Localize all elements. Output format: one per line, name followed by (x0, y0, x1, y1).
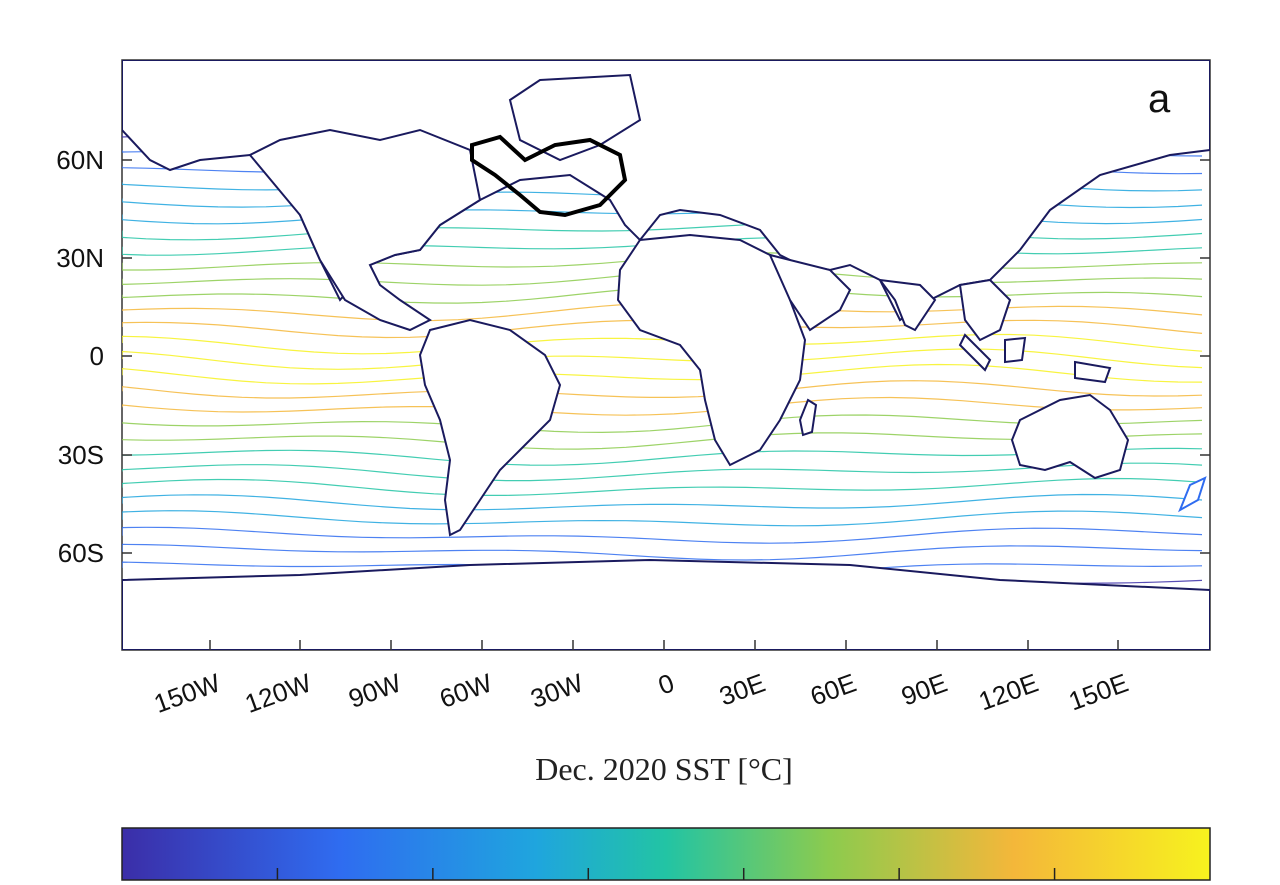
borneo (1004, 336, 1027, 364)
sst-contour-line (122, 510, 1203, 527)
antarctica (122, 558, 1210, 650)
colorbar (121, 827, 1211, 881)
continents (122, 60, 1210, 650)
colorbar-gradient (121, 827, 1211, 881)
lon-tick-label: 60W (436, 667, 497, 714)
lat-tick-label: 30S (58, 440, 104, 470)
x-axis-label: Dec. 2020 SST [°C] (535, 751, 793, 787)
greenland (508, 73, 642, 162)
lon-tick-label: 30W (527, 667, 588, 714)
sst-contour-line (122, 462, 1203, 482)
sst-contour-line (122, 477, 1203, 496)
southeast-asia (958, 278, 1012, 342)
madagascar (798, 398, 818, 437)
sst-contour-line (122, 493, 1203, 511)
lat-tick-label: 60N (56, 145, 104, 175)
sst-contour-line (122, 380, 1203, 399)
lon-tick-label: 120W (241, 667, 316, 719)
new-guinea (1074, 360, 1112, 384)
lon-tick-label: 90E (897, 667, 951, 711)
panel-label: a (1148, 77, 1171, 121)
colorbar-ticks (276, 868, 1056, 880)
india (877, 278, 937, 332)
lat-tick-label: 60S (58, 538, 104, 568)
sst-contour-line (122, 526, 1203, 544)
lon-tick-label: 150W (150, 667, 225, 719)
new-zealand (1178, 476, 1207, 513)
australia (1010, 393, 1130, 480)
arabia (768, 253, 852, 332)
north-america (248, 128, 482, 332)
lon-tick-label: 0 (654, 667, 678, 700)
lon-tick-label: 90W (345, 667, 406, 714)
south-america (418, 318, 562, 537)
sst-contour-line (122, 333, 1203, 355)
lon-tick-label: 120E (975, 667, 1042, 716)
sst-contour-line (122, 543, 1203, 561)
sst-contour-line (122, 396, 1203, 416)
sst-contour-line (122, 363, 1203, 385)
lon-tick-label: 30E (715, 667, 769, 711)
map-panel: a 60N 30N 0 30S 60S (56, 59, 1211, 719)
lon-tick-label: 150E (1065, 667, 1132, 716)
lat-tick-label: 30N (56, 243, 104, 273)
lat-tick-label: 0 (90, 341, 104, 371)
highlighted-region-outline (470, 134, 628, 218)
sumatra (958, 333, 992, 372)
latitude-axis (122, 159, 1210, 554)
lon-tick-label: 60E (806, 667, 860, 711)
longitude-axis (209, 640, 1119, 650)
